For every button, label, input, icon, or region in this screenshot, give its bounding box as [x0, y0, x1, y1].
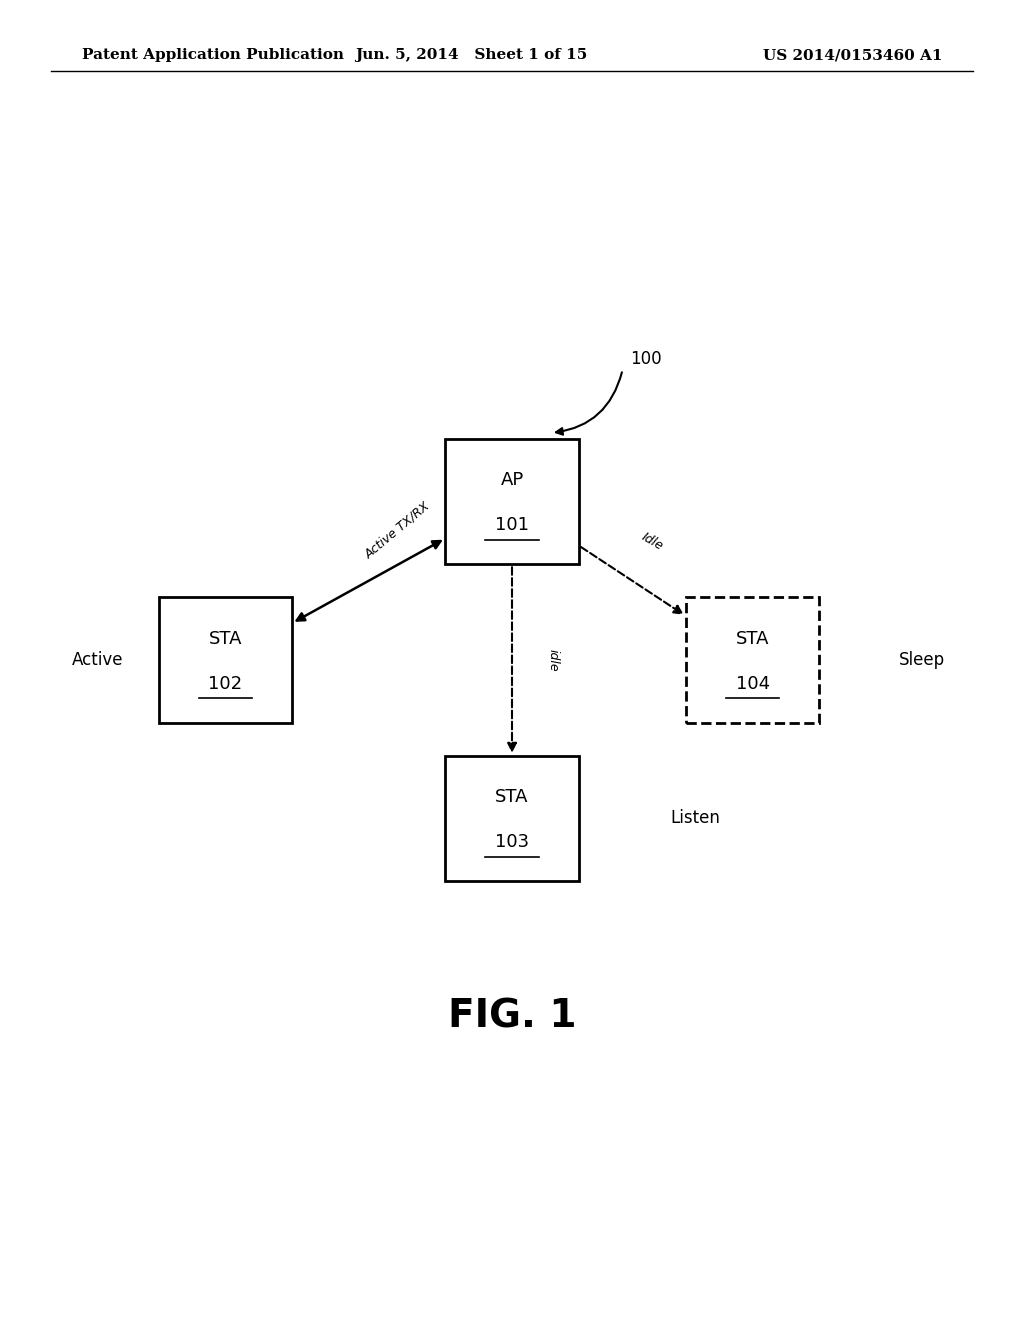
Text: STA: STA — [496, 788, 528, 807]
Bar — [445, 755, 579, 882]
Text: 104: 104 — [735, 675, 770, 693]
Text: 102: 102 — [208, 675, 243, 693]
Bar — [686, 597, 819, 722]
Text: Active TX/RX: Active TX/RX — [362, 500, 432, 561]
Text: Idle: Idle — [640, 529, 666, 553]
Bar — [159, 597, 292, 722]
Text: Sleep: Sleep — [898, 651, 945, 669]
Text: STA: STA — [736, 630, 769, 648]
Text: 101: 101 — [495, 516, 529, 535]
Text: US 2014/0153460 A1: US 2014/0153460 A1 — [763, 49, 942, 62]
Text: STA: STA — [209, 630, 242, 648]
Text: AP: AP — [501, 471, 523, 490]
Text: 103: 103 — [495, 833, 529, 851]
Text: 100: 100 — [630, 350, 662, 368]
Text: idle: idle — [547, 648, 559, 672]
Text: Active: Active — [72, 651, 123, 669]
Text: FIG. 1: FIG. 1 — [447, 998, 577, 1035]
Text: Patent Application Publication: Patent Application Publication — [82, 49, 344, 62]
Bar — [445, 438, 579, 565]
Text: Listen: Listen — [671, 809, 721, 828]
Text: Jun. 5, 2014   Sheet 1 of 15: Jun. 5, 2014 Sheet 1 of 15 — [355, 49, 587, 62]
